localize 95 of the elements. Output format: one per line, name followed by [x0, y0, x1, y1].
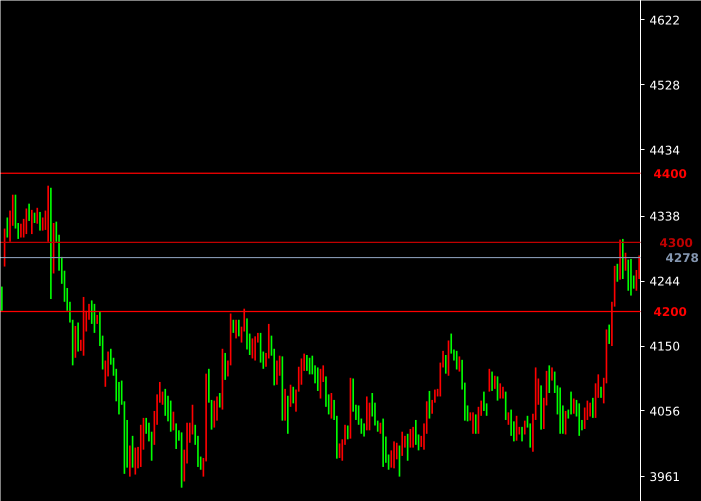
ref-line-label: 4278 — [666, 251, 699, 266]
candlestick — [380, 422, 382, 434]
candlestick — [494, 376, 496, 389]
candlestick — [578, 403, 580, 436]
candlestick — [74, 326, 76, 358]
candlestick — [393, 441, 395, 468]
candlestick — [282, 356, 284, 421]
y-tick-label: 4150 — [650, 340, 680, 354]
ref-line-label: 4300 — [660, 236, 693, 250]
candlestick — [96, 314, 98, 324]
y-tick-label: 4338 — [650, 210, 680, 224]
candlestick — [516, 416, 518, 441]
candlestick — [398, 446, 400, 477]
candlestick — [134, 448, 136, 475]
candlestick — [589, 402, 591, 417]
candlestick — [235, 320, 237, 338]
candlestick — [320, 368, 322, 399]
candlestick — [175, 423, 177, 449]
candlestick — [624, 252, 626, 271]
candlestick — [458, 356, 460, 372]
candlestick — [180, 432, 182, 488]
candlestick — [292, 386, 294, 404]
candlestick — [252, 338, 254, 358]
candlestick — [502, 386, 504, 399]
candlestick — [521, 426, 523, 442]
candlestick — [132, 436, 134, 468]
candlestick — [129, 446, 131, 477]
y-tick-label: 4528 — [650, 78, 680, 92]
candlestick — [6, 217, 8, 238]
candlestick — [401, 432, 404, 456]
candlestick — [410, 428, 412, 448]
candlestick — [47, 186, 49, 242]
candlestick — [412, 426, 414, 448]
candlestick — [232, 320, 234, 333]
candlestick — [456, 350, 458, 370]
ref-line-label: 4200 — [654, 304, 687, 319]
candlestick — [406, 434, 408, 461]
candlestick — [592, 398, 594, 418]
candlestick — [488, 368, 490, 392]
candlestick — [524, 420, 526, 434]
candlestick — [172, 412, 174, 430]
candlestick — [287, 396, 289, 434]
candlestick — [540, 385, 542, 430]
candlestick — [222, 348, 224, 410]
candlestick — [77, 322, 79, 352]
candlestick — [238, 320, 240, 336]
candlestick — [382, 418, 384, 467]
candlestick — [472, 412, 474, 434]
candlestick — [572, 398, 575, 414]
candlestick — [600, 386, 602, 398]
candlestick — [306, 355, 308, 371]
candlestick — [316, 367, 319, 391]
candlestick — [338, 443, 340, 458]
candlestick — [254, 336, 256, 361]
candlestick — [496, 376, 498, 401]
candlestick — [31, 210, 33, 234]
candlestick — [213, 400, 216, 428]
candlestick — [474, 414, 477, 434]
candlestick — [330, 393, 332, 419]
candlestick — [491, 372, 493, 391]
y-tick-label: 3961 — [650, 470, 680, 484]
candlestick — [218, 393, 221, 408]
y-tick-label: 4434 — [650, 143, 680, 158]
candlestick — [224, 352, 226, 380]
candlestick — [94, 304, 96, 333]
candlestick — [26, 208, 28, 234]
candlestick — [448, 340, 450, 376]
candlestick — [284, 388, 286, 421]
candlestick — [34, 212, 36, 224]
y-tick-label: 4244 — [650, 274, 680, 289]
candlestick — [350, 378, 352, 439]
candlestick — [630, 258, 632, 296]
candlestick — [608, 324, 610, 344]
candlestick — [570, 392, 572, 414]
ref-line-label: 4400 — [654, 166, 687, 181]
y-tick-label: 4056 — [650, 404, 680, 418]
candlestick — [39, 212, 41, 231]
candlestick — [50, 188, 52, 300]
candlestick — [346, 425, 349, 440]
candlestick — [559, 387, 561, 434]
candlestick — [444, 355, 447, 374]
candlestick — [551, 367, 553, 381]
y-tick-label: 4622 — [650, 13, 680, 28]
candlestick — [504, 392, 507, 420]
candlestick — [508, 412, 510, 425]
candlestick — [428, 390, 430, 419]
candlestick — [616, 264, 618, 282]
candlestick — [499, 383, 502, 399]
candlestick — [28, 204, 30, 221]
candlestick — [564, 410, 566, 434]
candlestick — [308, 358, 310, 374]
candlestick — [366, 396, 368, 430]
candlestick — [1, 286, 3, 311]
candlestick — [290, 384, 292, 407]
candlestick — [548, 365, 550, 394]
